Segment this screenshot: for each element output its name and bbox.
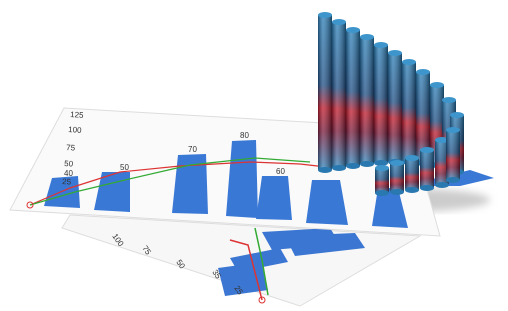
bar-label: 70	[188, 145, 197, 154]
cylinder-shade	[402, 62, 416, 162]
cylinder-shade	[374, 45, 388, 163]
axis-label: 75	[66, 143, 76, 153]
cylinder-top	[390, 160, 404, 166]
cylinder	[375, 165, 389, 196]
cylinder	[332, 19, 346, 171]
axis-label: 125	[70, 110, 84, 120]
cylinder-base	[435, 182, 449, 188]
bar-label: 40	[64, 169, 73, 178]
cylinder-shade	[388, 53, 402, 162]
scene: 10075503525 1251007550254050708060	[0, 0, 508, 311]
cylinder-top	[374, 42, 388, 48]
bar-label: 50	[120, 163, 129, 172]
cylinder-top	[375, 165, 389, 171]
cylinder-shade	[346, 30, 360, 166]
cylinder-base	[390, 189, 404, 195]
cylinder	[402, 59, 416, 165]
cylinder-top	[332, 19, 346, 25]
cylinder-top	[318, 12, 332, 18]
axis-label: 100	[68, 125, 82, 135]
cylinder	[388, 50, 402, 165]
cylinder-shade	[318, 15, 332, 170]
cylinder-base	[420, 185, 434, 191]
cylinder	[318, 12, 332, 173]
cylinder-top	[346, 27, 360, 33]
axis-label: 50	[64, 159, 74, 169]
cylinder-top	[360, 34, 374, 40]
cylinder	[390, 160, 404, 195]
cylinder	[374, 42, 388, 166]
cylinder-base	[318, 167, 332, 173]
cylinder	[346, 27, 360, 169]
cylinder-shade	[332, 22, 346, 168]
cylinder-shade	[375, 168, 389, 193]
cylinder-top	[420, 147, 434, 153]
cylinder-shade	[360, 37, 374, 164]
cylinder	[360, 34, 374, 167]
cylinder	[446, 127, 460, 183]
cylinder-top	[430, 82, 444, 88]
cylinder-top	[446, 127, 460, 133]
cylinder-base	[360, 161, 374, 167]
cylinder-base	[446, 177, 460, 183]
cylinder-top	[388, 50, 402, 56]
cylinder-base	[375, 190, 389, 196]
cylinder-shade	[405, 158, 419, 190]
cylinder-shade	[420, 150, 434, 188]
cylinder-base	[405, 187, 419, 193]
bar-label: 80	[240, 131, 249, 140]
bar-label: 60	[276, 167, 285, 176]
cylinder-base	[332, 165, 346, 171]
cylinder-base	[346, 163, 360, 169]
cylinder-top	[416, 69, 430, 75]
cylinder-top	[405, 155, 419, 161]
cylinder-shade	[446, 130, 460, 180]
cylinder	[420, 147, 434, 191]
cylinder	[405, 155, 419, 193]
cylinder-shade	[390, 163, 404, 192]
cylinder-top	[450, 112, 464, 118]
axis-label: 25	[62, 177, 72, 187]
cylinder-top	[442, 97, 456, 103]
cylinder-top	[402, 59, 416, 65]
